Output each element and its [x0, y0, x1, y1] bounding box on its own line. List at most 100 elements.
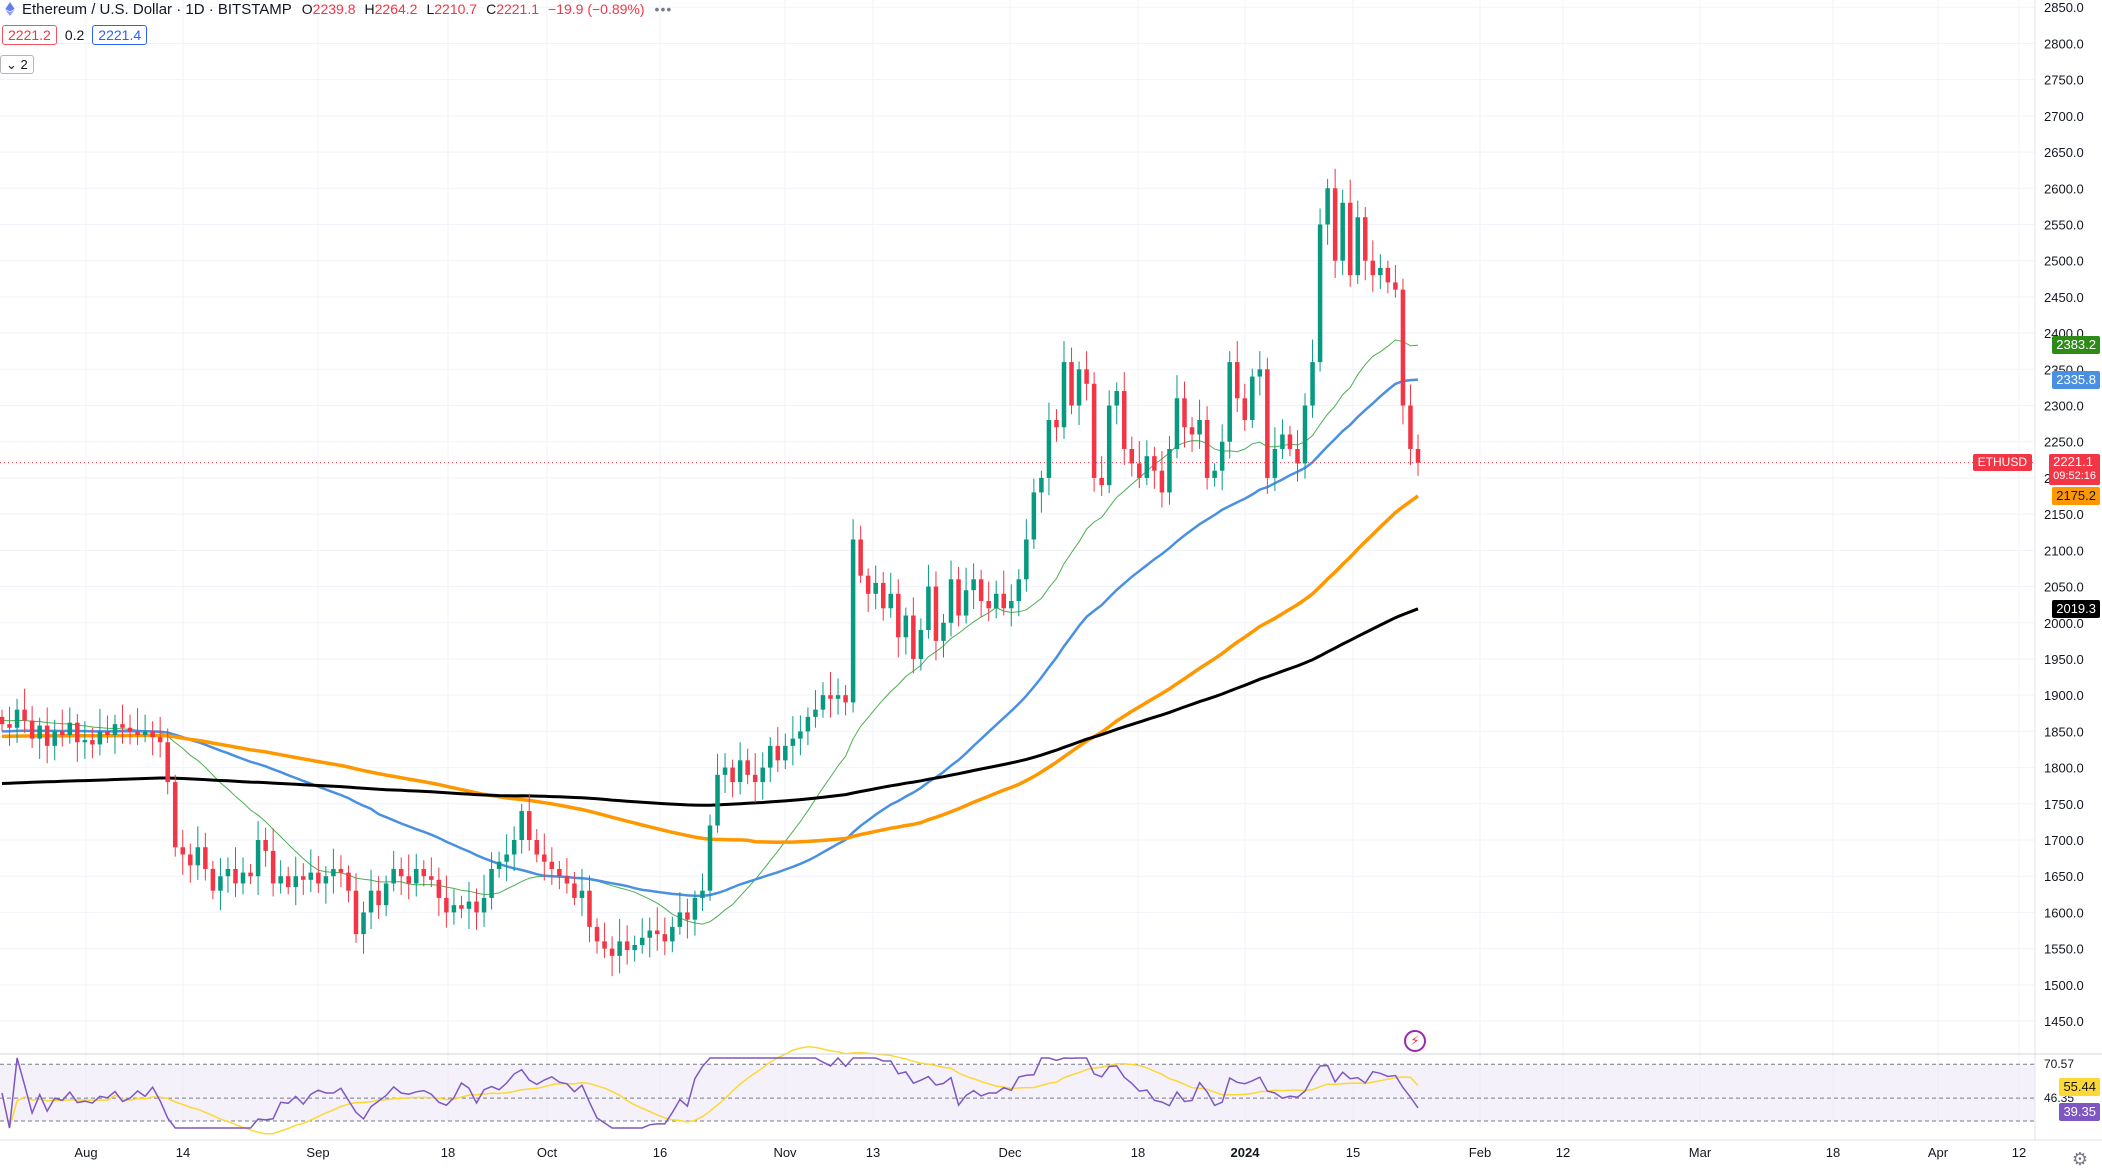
candle-body	[557, 868, 562, 877]
candle-body	[97, 731, 103, 745]
candle-body	[617, 941, 622, 956]
sell-price-button[interactable]: 2221.2	[2, 25, 57, 45]
more-options-icon[interactable]: •••	[654, 1, 673, 17]
time-tick-label: 14	[176, 1145, 190, 1160]
candle	[346, 865, 351, 903]
high-label: H	[364, 1, 375, 17]
candle	[1325, 178, 1330, 245]
candle	[1091, 372, 1097, 492]
symbol-title[interactable]: Ethereum / U.S. Dollar · 1D · BITSTAMP	[22, 0, 292, 18]
ma100-line	[1, 494, 1420, 845]
candle-body	[1227, 362, 1232, 442]
candle-body	[1069, 362, 1074, 406]
candle	[707, 814, 713, 901]
candle	[542, 833, 547, 881]
candle	[1099, 456, 1104, 497]
candle	[1039, 470, 1044, 513]
candle-body	[406, 876, 411, 884]
candle	[1287, 425, 1293, 457]
candle-body	[767, 745, 773, 768]
candle-body	[391, 868, 396, 884]
candle-body	[172, 782, 178, 848]
candle	[316, 855, 321, 893]
time-tick-label: 18	[441, 1145, 455, 1160]
candle	[1031, 478, 1037, 549]
candle	[97, 708, 103, 756]
candle	[44, 707, 50, 764]
candle-body	[1393, 282, 1398, 290]
candle	[1009, 584, 1014, 627]
price-tick-label: 1550.0	[2044, 942, 2084, 957]
candle	[993, 580, 999, 619]
time-tick-label: 12	[2012, 1145, 2026, 1160]
candle-body	[421, 868, 427, 877]
candle	[662, 917, 668, 956]
chart-header: Ethereum / U.S. Dollar · 1D · BITSTAMP O…	[4, 0, 672, 18]
time-tick-label: 2024	[1231, 1145, 1261, 1160]
candle-body	[549, 861, 555, 869]
candle	[270, 828, 276, 897]
buy-price-button[interactable]: 2221.4	[92, 25, 148, 45]
candle	[82, 721, 88, 759]
candle-body	[285, 876, 291, 888]
candle	[391, 850, 396, 892]
candle	[225, 857, 231, 893]
candle	[587, 875, 592, 943]
candle-body	[165, 742, 170, 783]
rsi-ma-label: 55.44	[2059, 1078, 2100, 1097]
candle	[37, 717, 42, 759]
candle	[911, 597, 916, 674]
candle-body	[293, 876, 299, 888]
price-tick-label: 1700.0	[2044, 833, 2084, 848]
ohlc-values: O2239.8 H2264.2 L2210.7 C2221.1 −19.9 (−…	[302, 1, 645, 17]
candle	[534, 829, 540, 863]
price-tick-label: 2650.0	[2044, 145, 2084, 160]
candle-body	[1152, 456, 1157, 471]
candle	[828, 672, 833, 718]
candle	[956, 567, 961, 627]
candle-body	[685, 912, 690, 920]
candle	[14, 698, 20, 743]
indicators-toggle-button[interactable]: ⌄ 2	[0, 55, 34, 74]
candle	[1001, 570, 1007, 616]
price-tick-label: 1600.0	[2044, 905, 2084, 920]
candle-body	[511, 840, 517, 855]
candle	[557, 861, 562, 890]
candle-body	[963, 590, 969, 616]
candle-body	[346, 872, 351, 891]
gear-icon[interactable]: ⚙	[2071, 1149, 2088, 1169]
candle-body	[1054, 420, 1059, 428]
candle	[767, 737, 773, 783]
time-tick-label: 13	[866, 1145, 880, 1160]
candle-body	[301, 876, 306, 880]
candle	[1167, 435, 1172, 505]
candle-body	[504, 854, 509, 862]
candle-body	[707, 825, 713, 891]
candle-body	[948, 579, 954, 623]
candle-body	[1212, 470, 1217, 478]
candle-body	[120, 724, 125, 728]
candle	[903, 607, 909, 655]
candle	[752, 753, 758, 803]
candle	[609, 936, 615, 977]
candle	[1137, 441, 1142, 489]
time-tick-label: Nov	[773, 1145, 797, 1160]
price-tick-label: 1850.0	[2044, 724, 2084, 739]
lightning-icon[interactable]: ⚡	[1404, 1030, 1426, 1052]
candle	[1219, 424, 1225, 491]
candle-body	[316, 872, 321, 884]
price-tick-label: 2700.0	[2044, 109, 2084, 124]
candle-body	[1408, 405, 1413, 449]
time-tick-label: Sep	[306, 1145, 329, 1160]
candle	[376, 876, 381, 919]
candle-body	[255, 840, 261, 877]
candle-body	[1099, 477, 1104, 486]
candle-body	[677, 912, 683, 927]
candle-body	[911, 615, 916, 659]
candle-body	[1370, 260, 1376, 276]
candle	[1121, 372, 1127, 465]
candle-body	[542, 854, 547, 862]
candle-body	[225, 868, 231, 877]
candle-body	[933, 586, 939, 641]
